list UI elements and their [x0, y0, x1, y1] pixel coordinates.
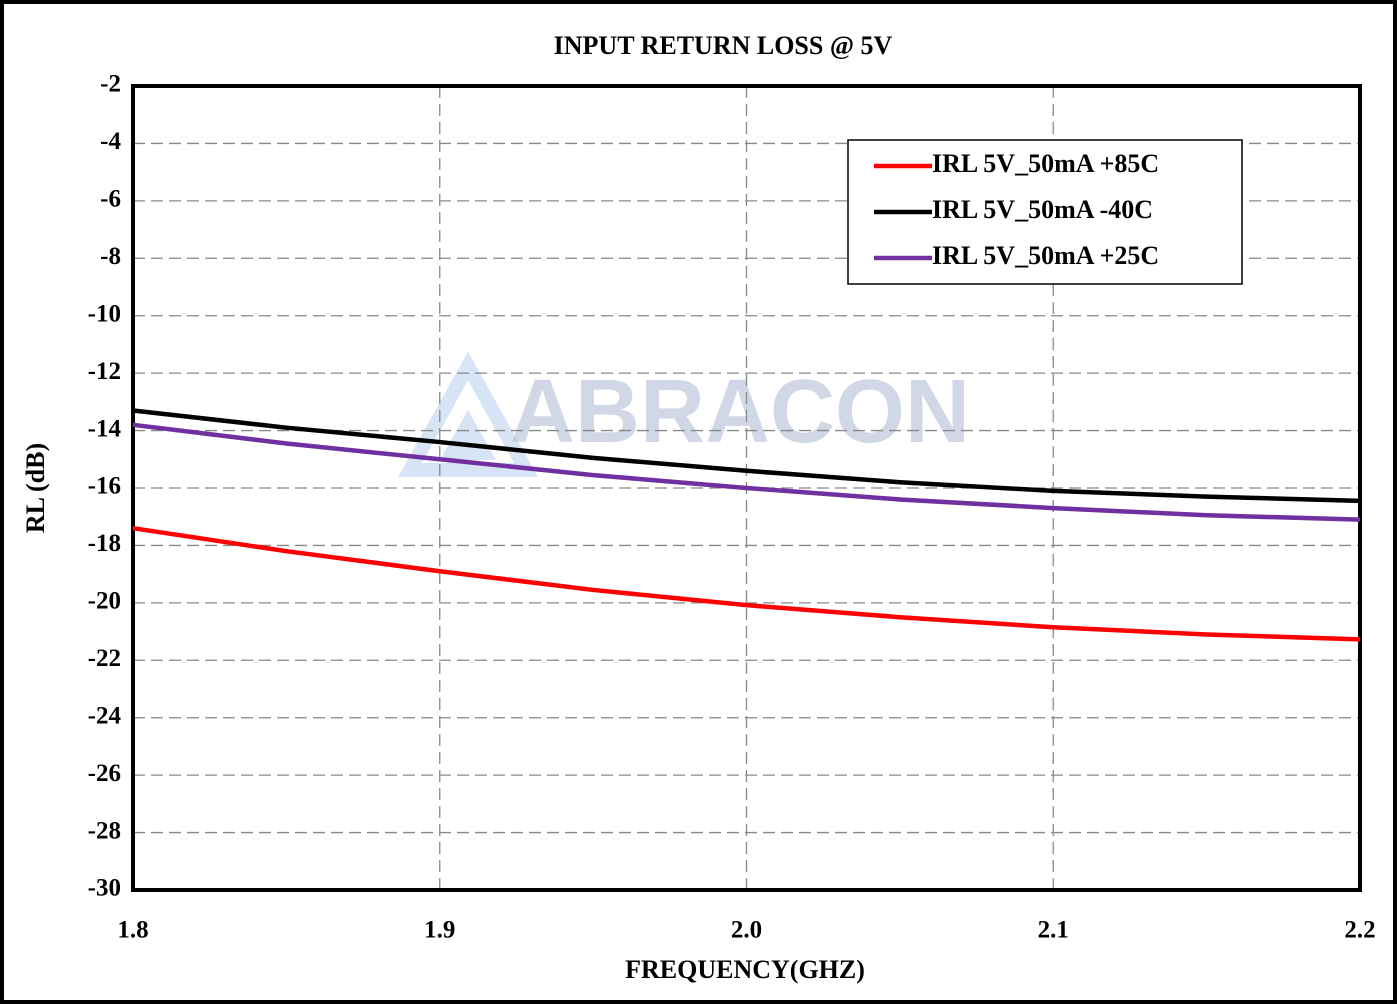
series-line: [132, 525, 1361, 642]
watermark: ABRACON: [510, 362, 970, 462]
plot-area-border: [131, 84, 1362, 892]
x-tick-label: 1.9: [424, 917, 455, 944]
y-tick-label: -24: [88, 702, 122, 729]
y-tick-label: -18: [88, 530, 121, 557]
y-axis-label: RL (dB): [21, 443, 50, 533]
legend-label: IRL 5V_50mA +85C: [932, 149, 1159, 178]
y-tick-label: -16: [88, 473, 121, 500]
y-tick-label: -12: [88, 358, 121, 385]
chart-title: INPUT RETURN LOSS @ 5V: [554, 31, 893, 60]
y-tick-label: -14: [88, 415, 122, 442]
x-tick-label: 2.2: [1344, 917, 1375, 944]
y-tick-label: -8: [100, 243, 121, 270]
series-line: [132, 422, 1361, 522]
x-axis-label: FREQUENCY(GHZ): [625, 955, 865, 984]
x-tick-label: 1.8: [117, 917, 148, 944]
y-tick-label: -20: [88, 588, 121, 615]
y-tick-label: -30: [88, 875, 121, 902]
x-tick-label: 2.0: [731, 917, 762, 944]
y-tick-label: -26: [88, 760, 121, 787]
y-tick-label: -28: [88, 817, 121, 844]
y-tick-label: -4: [100, 128, 121, 155]
legend-label: IRL 5V_50mA +25C: [932, 241, 1159, 270]
y-tick-label: -22: [88, 645, 121, 672]
y-tick-label: -10: [88, 300, 121, 327]
y-tick-label: -6: [100, 186, 121, 213]
y-tick-label: -2: [100, 71, 121, 98]
series-line: [132, 408, 1361, 504]
legend-label: IRL 5V_50mA -40C: [932, 195, 1153, 224]
x-tick-label: 2.1: [1038, 917, 1069, 944]
